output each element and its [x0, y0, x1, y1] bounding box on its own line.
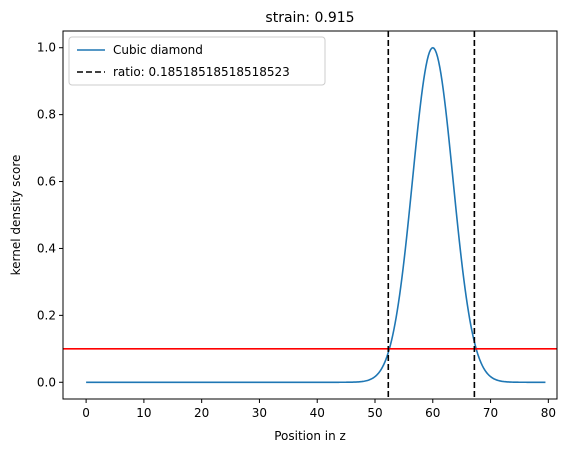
x-axis-label: Position in z [274, 429, 346, 443]
plot-area [63, 31, 557, 399]
series-line-1 [86, 46, 546, 384]
y-axis-label: kernel density score [9, 155, 23, 276]
axes: 0 10 20 30 40 50 60 70 80 0.0 0.2 0.4 0.6 0.8 1.0 [37, 30, 558, 420]
x-tick-label: 10 [136, 406, 151, 420]
axes-frame [62, 30, 558, 400]
chart-title: strain: 0.915 [265, 10, 354, 26]
x-tick-label: 0 [82, 406, 90, 420]
x-tick-label: 30 [252, 406, 267, 420]
y-tick-label: 0.6 [37, 175, 56, 189]
x-tick-label: 40 [310, 406, 325, 420]
y-tick-label: 0.0 [37, 375, 56, 389]
legend-label-series: Cubic diamond [113, 43, 203, 57]
plot-inner [63, 31, 557, 399]
x-tick-label: 70 [483, 406, 498, 420]
y-tick-label: 0.4 [37, 241, 56, 255]
y-tick-label: 1.0 [37, 41, 56, 55]
x-tick-label: 60 [425, 406, 440, 420]
y-tick-label: 0.8 [37, 108, 56, 122]
x-tick-label: 80 [541, 406, 556, 420]
legend-label-ratio: ratio: 0.18518518518518523 [113, 65, 290, 79]
legend: Cubic diamond ratio: 0.18518518518518523 [68, 36, 326, 86]
legend-box [68, 36, 326, 86]
x-tick-label: 20 [194, 406, 209, 420]
y-tick-label: 0.2 [37, 308, 56, 322]
x-tick-label: 50 [367, 406, 382, 420]
